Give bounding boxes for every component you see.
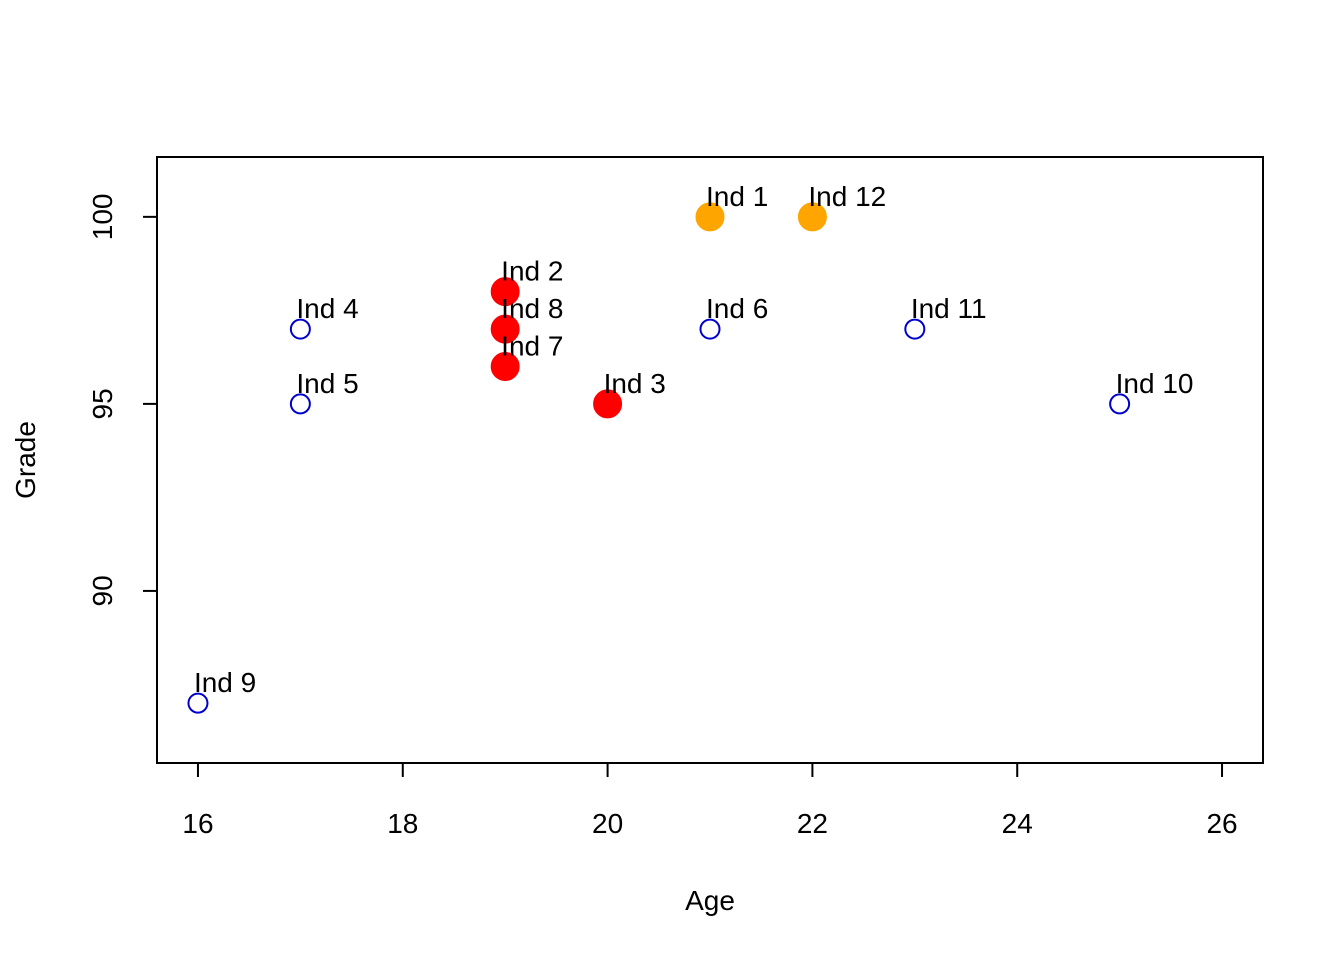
- x-tick-label: 18: [387, 808, 418, 839]
- point-label: Ind 3: [604, 368, 666, 399]
- y-tick-label: 90: [87, 575, 118, 606]
- data-point: [797, 202, 827, 232]
- point-label: Ind 5: [296, 368, 358, 399]
- data-point: [904, 318, 926, 340]
- x-axis: 16 18 20 22 24 26: [182, 762, 1238, 839]
- x-tick-label: 16: [182, 808, 213, 839]
- data-point: [1109, 393, 1131, 415]
- point-label: Ind 9: [194, 667, 256, 698]
- point-label: Ind 6: [706, 293, 768, 324]
- y-axis-title: Grade: [10, 421, 41, 499]
- x-tick-label: 26: [1206, 808, 1237, 839]
- x-axis-title: Age: [685, 885, 735, 916]
- data-point: [699, 318, 721, 340]
- data-point: [695, 202, 725, 232]
- y-axis: 90 95 100: [87, 193, 158, 607]
- x-tick-label: 22: [797, 808, 828, 839]
- point-label: Ind 12: [808, 181, 886, 212]
- data-point: [490, 351, 520, 381]
- plot-frame: [156, 156, 1264, 764]
- data-point: [289, 393, 311, 415]
- point-label: Ind 7: [501, 330, 563, 361]
- point-label: Ind 11: [911, 293, 987, 324]
- point-label: Ind 1: [706, 181, 768, 212]
- data-point: [289, 318, 311, 340]
- data-point: [593, 389, 623, 419]
- data-point: [490, 314, 520, 344]
- point-label: Ind 10: [1116, 368, 1194, 399]
- y-tick-label: 95: [87, 388, 118, 419]
- data-point: [490, 277, 520, 307]
- data-point: [187, 692, 209, 714]
- x-tick-label: 20: [592, 808, 623, 839]
- data-points: [187, 202, 1131, 714]
- point-label: Ind 8: [501, 293, 563, 324]
- point-label: Ind 4: [296, 293, 358, 324]
- y-tick-label: 100: [87, 193, 118, 240]
- x-tick-label: 24: [1002, 808, 1033, 839]
- point-label: Ind 2: [501, 256, 563, 287]
- point-labels: Ind 1 Ind 2 Ind 3 Ind 4 Ind 5 Ind 6 Ind 7 Ind 8…: [194, 181, 1194, 698]
